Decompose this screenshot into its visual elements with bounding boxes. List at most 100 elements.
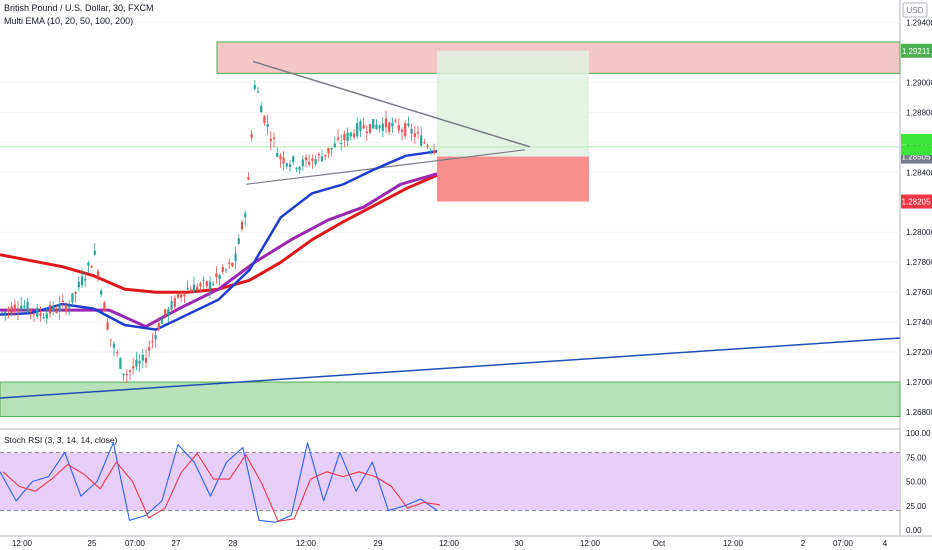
candle-body bbox=[276, 152, 279, 157]
candle-body bbox=[20, 305, 23, 310]
candle-body bbox=[375, 124, 378, 130]
candle-body bbox=[132, 366, 135, 369]
candle-body bbox=[100, 290, 103, 295]
candle-body bbox=[128, 370, 132, 372]
candle-body bbox=[192, 284, 196, 293]
candle-body bbox=[205, 281, 208, 287]
candle-body bbox=[208, 281, 212, 290]
time-label: 12:00 bbox=[723, 539, 744, 548]
candle-body bbox=[237, 238, 240, 244]
candle-body bbox=[314, 159, 317, 165]
candle-body bbox=[23, 305, 26, 308]
candle-body bbox=[186, 287, 189, 290]
indicator-title: Multi EMA (10, 20, 50, 100, 200) bbox=[4, 16, 133, 26]
candle-body bbox=[231, 263, 234, 267]
candle-body bbox=[74, 291, 77, 294]
candle-body bbox=[368, 124, 372, 133]
candle-body bbox=[93, 250, 96, 255]
candle-body bbox=[80, 276, 84, 286]
time-label: 29 bbox=[374, 539, 383, 548]
entry-price-badge bbox=[901, 145, 932, 156]
candle-body bbox=[381, 123, 384, 131]
candle-body bbox=[77, 281, 80, 288]
candle-body bbox=[343, 134, 346, 141]
candle-body bbox=[413, 133, 416, 137]
candle-body bbox=[298, 166, 301, 170]
time-label: 07:00 bbox=[125, 539, 146, 548]
candle-body bbox=[196, 286, 199, 290]
candle-body bbox=[426, 145, 429, 148]
time-label: 27 bbox=[172, 539, 181, 548]
price-tick-label: 1.26800 bbox=[906, 408, 932, 417]
candle-body bbox=[103, 302, 106, 312]
price-tick-label: 1.27600 bbox=[906, 288, 932, 297]
candle-body bbox=[292, 156, 295, 162]
price-tick-label: 1.28800 bbox=[906, 108, 932, 117]
candle-body bbox=[349, 132, 352, 137]
candle-body bbox=[4, 311, 7, 313]
stoch-d-line bbox=[2, 452, 441, 522]
candle-body bbox=[420, 135, 423, 146]
target-zone bbox=[437, 50, 589, 157]
candle-body bbox=[308, 161, 311, 165]
candle-body bbox=[250, 133, 253, 138]
candle-body bbox=[372, 119, 375, 129]
candle-body bbox=[416, 132, 420, 134]
candle-body bbox=[58, 304, 61, 311]
candle-body bbox=[304, 157, 308, 161]
candle-body bbox=[87, 262, 90, 266]
candle-body bbox=[48, 304, 52, 314]
candle-body bbox=[68, 305, 71, 309]
time-label: 12:00 bbox=[439, 539, 460, 548]
stoch-tick-label: 100.00 bbox=[906, 429, 931, 438]
stoch-tick-label: 50.00 bbox=[906, 478, 927, 487]
price-tick-label: 1.28400 bbox=[906, 168, 932, 177]
price-tick-label: 1.29400 bbox=[906, 18, 932, 27]
time-label: 25 bbox=[88, 539, 97, 548]
candle-body bbox=[346, 132, 349, 142]
entry-price-badge bbox=[901, 133, 932, 145]
candle-body bbox=[333, 143, 336, 148]
candle-body bbox=[26, 301, 29, 313]
candle-body bbox=[32, 313, 36, 315]
candle-body bbox=[317, 153, 320, 156]
time-label: 12:00 bbox=[12, 539, 33, 548]
candle-body bbox=[279, 155, 282, 160]
price-badge bbox=[901, 43, 932, 58]
candle-body bbox=[160, 319, 164, 324]
candle-body bbox=[64, 304, 68, 312]
candle-body bbox=[240, 221, 244, 230]
candles bbox=[0, 79, 436, 384]
candle-body bbox=[189, 289, 192, 292]
candle-body bbox=[215, 273, 218, 278]
candle-body bbox=[36, 307, 39, 317]
time-label: 28 bbox=[229, 539, 238, 548]
candle-body bbox=[119, 357, 122, 369]
candle-body bbox=[410, 128, 413, 134]
candle-body bbox=[224, 269, 228, 271]
triangle-lower-line bbox=[245, 149, 526, 185]
candle-body bbox=[391, 122, 394, 127]
currency-button[interactable] bbox=[902, 2, 928, 18]
price-badge-label: 1.28505 bbox=[902, 153, 931, 162]
candle-body bbox=[285, 163, 288, 167]
candle-body bbox=[365, 131, 368, 134]
candle-body bbox=[45, 313, 48, 319]
stoch-label: Stoch RSI (3, 3, 14, 14, close) bbox=[4, 435, 118, 445]
candle-body bbox=[144, 357, 148, 363]
candle-body bbox=[176, 293, 180, 298]
candle-body bbox=[282, 157, 285, 164]
time-label: 12:00 bbox=[296, 539, 317, 548]
candle-body bbox=[106, 322, 109, 330]
price-badge bbox=[901, 194, 932, 209]
candle-body bbox=[157, 322, 160, 330]
candle-body bbox=[84, 278, 87, 281]
candle-body bbox=[52, 305, 55, 311]
candle-body bbox=[388, 122, 391, 132]
candle-body bbox=[61, 300, 64, 302]
candle-body bbox=[311, 158, 314, 162]
time-label: 4 bbox=[883, 539, 888, 548]
candle-body bbox=[301, 159, 304, 167]
time-label: Oct bbox=[653, 539, 666, 548]
candle-body bbox=[154, 334, 157, 340]
